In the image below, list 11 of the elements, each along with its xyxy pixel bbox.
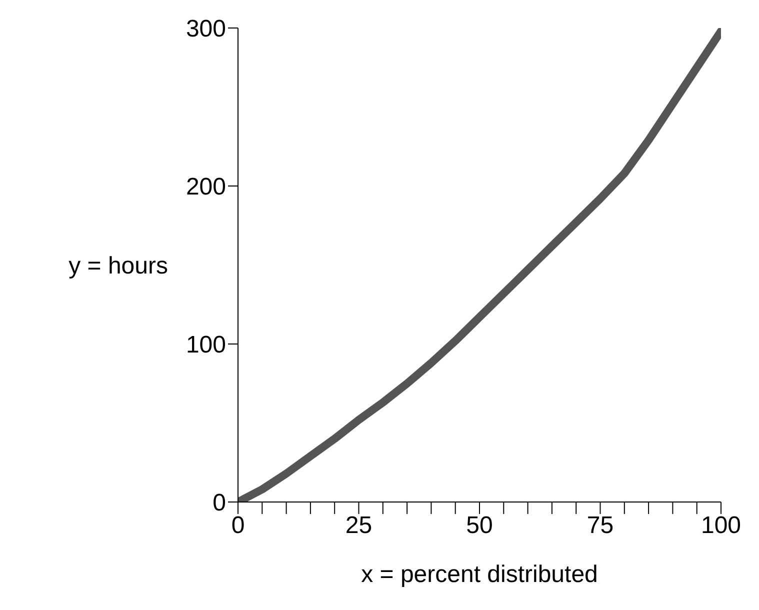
y-axis-title: y = hours <box>68 252 168 280</box>
y-tick-label: 100 <box>186 332 226 359</box>
x-tick-label: 25 <box>345 512 372 540</box>
y-tick-label: 300 <box>186 16 226 43</box>
x-tick-label: 100 <box>700 512 742 540</box>
x-tick-label: 75 <box>586 512 614 540</box>
y-tick-label: 0 <box>212 490 226 517</box>
x-axis-title: x = percent distributed <box>361 561 598 588</box>
x-tick-label: 0 <box>231 512 245 540</box>
y-tick-label: 200 <box>186 174 226 201</box>
x-tick-label: 50 <box>466 512 493 540</box>
